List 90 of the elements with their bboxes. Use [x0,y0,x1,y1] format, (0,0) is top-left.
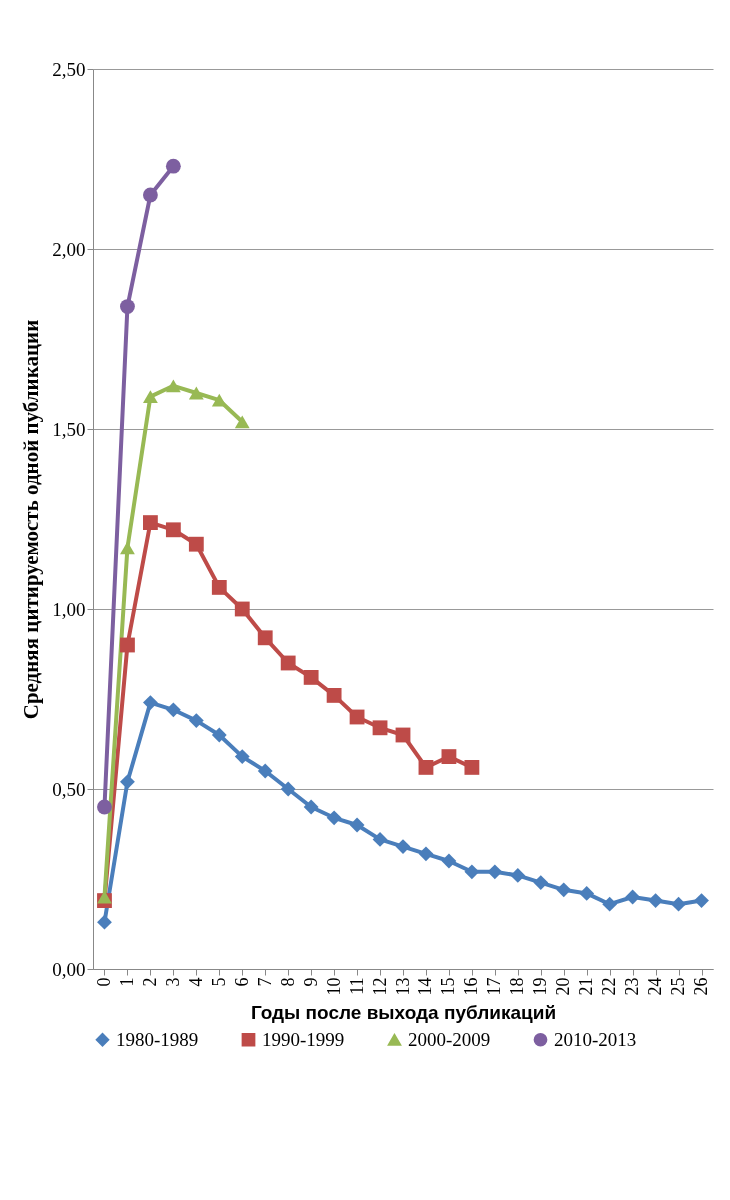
x-tick-label: 3 [162,977,183,987]
point [120,637,135,653]
point [280,781,296,797]
point [165,702,181,718]
point [142,390,158,404]
legend-label: 1990-1999 [262,1028,345,1050]
x-tick-label: 6 [231,977,252,987]
point [257,630,273,646]
point [464,759,480,775]
x-tick-label: 13 [392,977,413,996]
x-tick-label: 12 [369,977,390,996]
point [165,158,181,174]
point [120,541,135,555]
point [418,759,434,775]
x-tick-label: 7 [254,977,275,987]
x-tick-label: 0 [93,977,114,987]
point [188,536,204,552]
point [234,601,250,617]
x-tick-label: 26 [691,977,712,996]
point [97,799,112,815]
x-axis-title: Годы после выхода публикаций [250,1001,557,1023]
y-tick-label: 1,00 [52,598,86,620]
y-tick-label: 1,50 [52,418,86,440]
x-tick-label: 5 [208,977,229,987]
point [464,864,480,880]
point [234,415,250,429]
point [211,393,227,407]
point [349,817,365,833]
point [165,379,181,393]
point [142,187,158,203]
point [510,867,526,883]
y-axis-title: Средняя цитируемость одной публикации [19,319,44,720]
y-tick-label: 0,00 [52,958,86,980]
legend-label: 1980-1989 [116,1028,199,1050]
point [533,875,549,891]
y-tick-label: 2,50 [52,58,86,80]
point [120,774,135,790]
y-tick-label: 0,50 [52,778,86,800]
point [234,749,250,765]
point [165,522,181,538]
x-tick-label: 8 [277,977,298,987]
point [418,846,434,862]
point [395,839,411,855]
point [441,749,457,765]
point [372,720,388,736]
point [142,695,158,711]
x-tick-label: 19 [530,977,551,996]
point [211,579,227,595]
point [441,853,457,869]
point [326,810,342,826]
point [625,889,641,905]
x-tick-label: 4 [185,977,206,987]
point [487,864,503,880]
point [257,763,273,779]
x-tick-label: 20 [553,977,574,996]
point [372,831,388,847]
x-tick-label: 21 [576,977,597,996]
x-tick-label: 23 [622,977,643,996]
x-tick-label: 25 [668,977,689,996]
x-tick-label: 14 [415,977,436,996]
y-tick-label: 2,00 [52,238,86,260]
point [188,713,204,729]
point [303,799,319,815]
x-tick-label: 10 [323,977,344,996]
x-tick-label: 1 [116,977,137,987]
x-tick-label: 22 [599,977,620,996]
point [303,669,319,685]
point [188,386,204,400]
x-tick-label: 11 [346,977,367,995]
point [648,893,664,909]
point [326,687,342,703]
point [142,515,158,531]
x-tick-label: 15 [438,977,459,996]
x-tick-label: 24 [645,977,666,996]
point [120,299,135,314]
x-tick-label: 17 [484,977,505,996]
point [556,882,572,898]
point [579,885,595,901]
legend-label: 2010-2013 [554,1028,637,1050]
x-tick-label: 9 [300,977,321,987]
x-tick-label: 16 [461,977,482,996]
point [280,655,296,671]
point [694,893,709,909]
point [97,914,112,930]
point [602,896,618,912]
legend-label: 2000-2009 [408,1028,491,1050]
point [211,727,227,743]
x-tick-label: 2 [139,977,160,987]
point [671,896,686,912]
x-tick-label: 18 [507,977,528,996]
